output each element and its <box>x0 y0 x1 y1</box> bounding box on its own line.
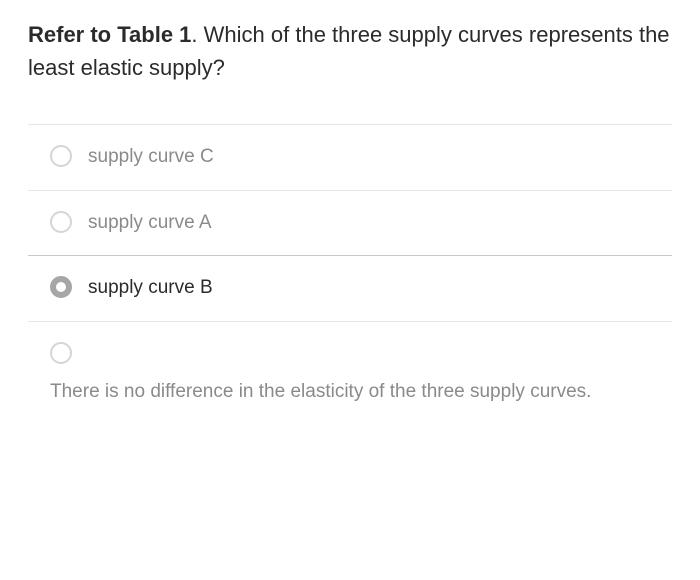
question-text: Refer to Table 1. Which of the three sup… <box>28 18 672 84</box>
radio-unselected-icon[interactable] <box>50 145 72 167</box>
option-row[interactable]: supply curve B <box>28 255 672 321</box>
option-label: supply curve A <box>88 209 212 238</box>
options-list: supply curve C supply curve A supply cur… <box>28 124 672 424</box>
option-label: There is no difference in the elasticity… <box>50 378 591 407</box>
radio-unselected-icon[interactable] <box>50 342 72 364</box>
option-label: supply curve B <box>88 274 213 303</box>
radio-unselected-icon[interactable] <box>50 211 72 233</box>
option-row[interactable]: supply curve C <box>28 124 672 190</box>
option-label: supply curve C <box>88 143 214 172</box>
option-row[interactable]: There is no difference in the elasticity… <box>28 321 672 425</box>
option-row[interactable]: supply curve A <box>28 190 672 256</box>
radio-selected-icon[interactable] <box>50 276 72 298</box>
question-bold-prefix: Refer to Table 1 <box>28 22 191 47</box>
